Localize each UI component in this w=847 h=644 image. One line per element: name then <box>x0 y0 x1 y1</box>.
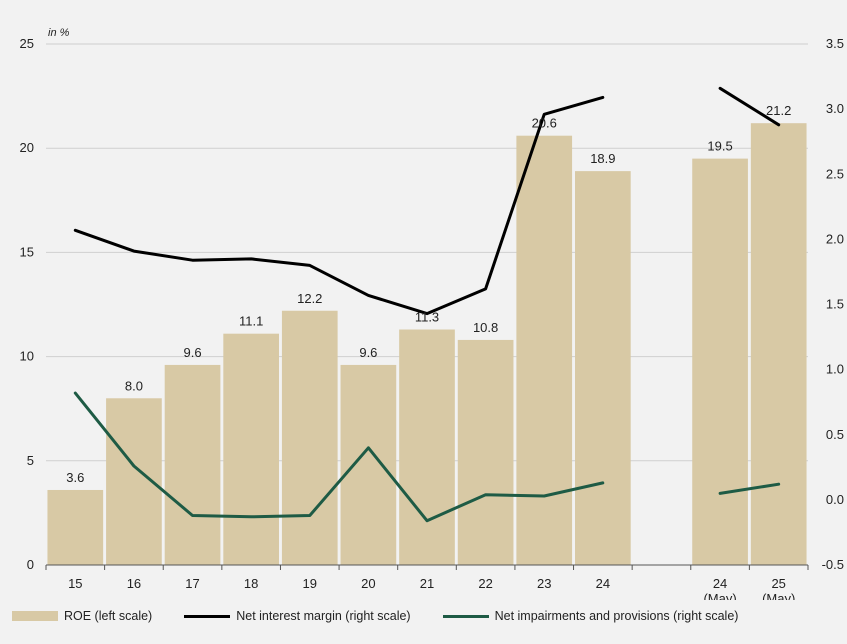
roe-bar <box>223 333 279 565</box>
axes: 0 5 10 15 20 25 -0.5 0.0 0.5 1.0 1.5 2.0 2.5 3.0 3.5 in… <box>20 27 844 600</box>
roe-data-label: 12.2 <box>297 291 322 306</box>
roe-data-label: 21.2 <box>766 103 791 118</box>
x-tick-label: 23 <box>537 576 551 591</box>
line-series <box>73 86 781 523</box>
roe-data-label: 10.8 <box>473 320 498 335</box>
legend-item-nim: Net interest margin (right scale) <box>184 609 411 623</box>
left-tick-label: 25 <box>20 36 34 51</box>
roe-data-label: 8.0 <box>125 378 143 393</box>
legend-item-impairments: Net impairments and provisions (right sc… <box>442 609 739 623</box>
roe-bar <box>340 364 397 565</box>
legend-label-nim: Net interest margin (right scale) <box>236 609 411 623</box>
legend-item-roe: ROE (left scale) <box>12 609 152 623</box>
x-tick-label: 24 (May) <box>703 576 736 600</box>
x-tick-label: 18 <box>244 576 258 591</box>
nim-line <box>73 95 605 316</box>
x-tick-label: 24 <box>596 576 610 591</box>
legend-label-roe: ROE (left scale) <box>64 609 153 623</box>
roe-data-label: 9.6 <box>359 345 377 360</box>
roe-bar <box>750 123 807 565</box>
left-tick-label: 20 <box>20 140 34 155</box>
roe-data-label: 18.9 <box>590 151 615 166</box>
gridlines <box>46 43 808 462</box>
left-tick-label: 15 <box>20 244 34 259</box>
combo-chart: 3.6 8.0 9.6 11.1 12.2 9.6 11.3 10.8 20.6 18.9 19.5… <box>20 27 844 600</box>
roe-data-label: 9.6 <box>183 345 201 360</box>
right-tick-label: 3.5 <box>826 36 844 51</box>
roe-data-label: 11.3 <box>415 310 439 325</box>
roe-bar <box>281 310 338 565</box>
x-tick-label: 25 (May) <box>762 576 795 600</box>
legend-swatch-impairments <box>442 614 489 618</box>
roe-data-label: 11.1 <box>239 314 263 329</box>
unit-label: in % <box>48 27 70 39</box>
right-tick-label: 2.5 <box>826 166 844 181</box>
roe-bar <box>47 489 104 565</box>
roe-bar <box>457 339 514 565</box>
roe-bar <box>399 329 455 565</box>
right-tick-label: -0.5 <box>822 557 844 572</box>
x-tick-label: 17 <box>185 576 199 591</box>
roe-data-label: 3.6 <box>66 470 84 485</box>
legend-swatch-roe <box>12 611 58 621</box>
roe-bar <box>516 135 573 566</box>
data-labels: 3.6 8.0 9.6 11.1 12.2 9.6 11.3 10.8 20.6 18.9 19.5… <box>66 103 791 485</box>
right-tick-label: 1.5 <box>826 297 844 312</box>
legend: ROE (left scale) Net interest margin (ri… <box>12 604 770 628</box>
nim-line <box>718 86 781 127</box>
x-tick-label: 16 <box>127 576 141 591</box>
legend-label-impairments: Net impairments and provisions (right sc… <box>494 609 739 623</box>
x-tick-label: 15 <box>68 576 82 591</box>
x-tick-label: 19 <box>303 576 317 591</box>
right-tick-label: 0.0 <box>826 492 844 507</box>
legend-swatch-nim <box>184 614 231 618</box>
impairments-line <box>718 482 781 495</box>
roe-data-label: 19.5 <box>707 139 732 154</box>
left-tick-label: 10 <box>20 349 34 364</box>
roe-data-label: 20.6 <box>532 116 557 131</box>
right-tick-label: 1.0 <box>826 362 844 377</box>
x-tick-label: 21 <box>420 576 434 591</box>
roe-bar <box>164 364 221 565</box>
roe-bars <box>47 123 807 566</box>
right-tick-label: 0.5 <box>826 427 844 442</box>
impairments-line <box>73 391 605 523</box>
right-tick-label: 2.0 <box>826 231 844 246</box>
left-tick-label: 5 <box>27 453 34 468</box>
right-tick-label: 3.0 <box>826 101 844 116</box>
x-tick-label: 20 <box>361 576 375 591</box>
roe-bar <box>692 158 748 565</box>
roe-bar <box>575 171 631 565</box>
x-tick-label: 22 <box>478 576 492 591</box>
left-tick-label: 0 <box>27 557 34 572</box>
